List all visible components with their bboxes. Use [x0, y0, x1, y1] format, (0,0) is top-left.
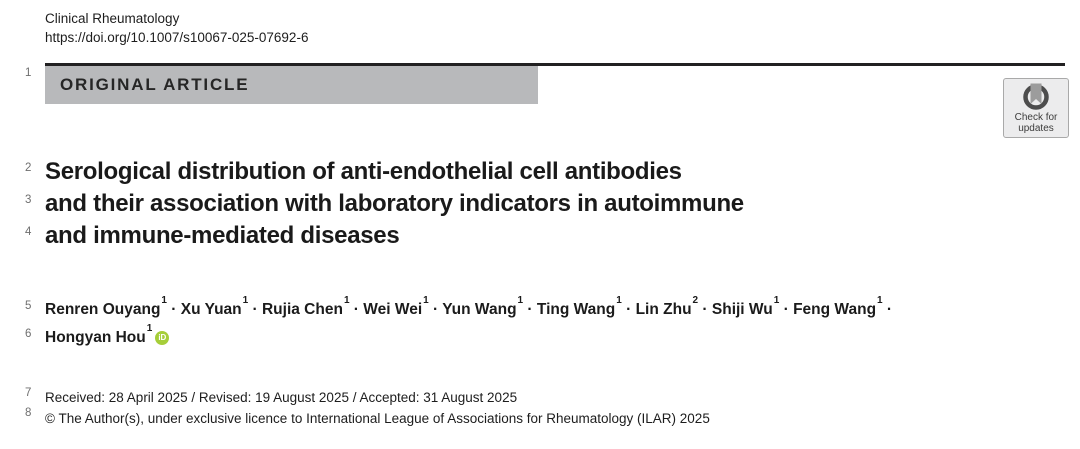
author: Hongyan Hou1	[45, 323, 153, 346]
author-affiliation-number: 1	[517, 295, 524, 307]
article-type-label: ORIGINAL ARTICLE	[60, 75, 250, 94]
author: Ting Wang1	[536, 295, 622, 318]
margin-line-number: 5	[25, 300, 32, 312]
crossmark-bookmark-icon	[1023, 83, 1049, 110]
crossmark-label: Check for updates	[1014, 112, 1058, 134]
authors-line-2: Hongyan Hou1iD	[45, 324, 1060, 352]
margin-line-number: 3	[25, 194, 32, 206]
journal-doi: https://doi.org/10.1007/s10067-025-07692…	[45, 30, 309, 45]
margin-line-number: 6	[25, 328, 32, 340]
journal-name: Clinical Rheumatology	[45, 11, 180, 26]
author: Renren Ouyang1	[45, 295, 167, 318]
author-affiliation-number: 1	[343, 295, 350, 307]
author: Yun Wang1	[442, 295, 524, 318]
article-type-banner: ORIGINAL ARTICLE	[45, 66, 538, 104]
article-meta: Received: 28 April 2025 / Revised: 19 Au…	[45, 388, 710, 429]
author: Shiji Wu1	[711, 295, 780, 318]
author-separator: ·	[779, 301, 794, 318]
author-separator: ·	[428, 301, 443, 318]
orcid-icon[interactable]: iD	[155, 331, 170, 345]
crossmark-label-line1: Check for	[1014, 112, 1058, 123]
author-separator: ·	[523, 301, 537, 318]
author-separator: ·	[621, 301, 636, 318]
authors-line-1: Renren Ouyang1 · Xu Yuan1 · Rujia Chen1 …	[45, 296, 1060, 324]
received-dates: Received: 28 April 2025 / Revised: 19 Au…	[45, 390, 518, 405]
crossmark-label-line2: updates	[1018, 122, 1054, 134]
title-line: Serological distribution of anti-endothe…	[45, 158, 682, 185]
author: Lin Zhu2	[635, 295, 699, 318]
article-type-rule	[45, 63, 1065, 66]
author: Xu Yuan1	[180, 295, 249, 318]
copyright-line: © The Author(s), under exclusive licence…	[45, 410, 710, 426]
author-affiliation-number: 1	[616, 295, 622, 307]
journal-header: Clinical Rheumatology https://doi.org/10…	[45, 9, 308, 47]
author-separator: ·	[698, 301, 712, 318]
title-line: and immune-mediated diseases	[45, 222, 400, 249]
author-affiliation-number: 1	[877, 295, 883, 307]
author-separator: ·	[248, 301, 262, 318]
author-affiliation-number: 1	[423, 295, 429, 307]
article-title: Serological distribution of anti-endothe…	[45, 156, 1035, 252]
crossmark-badge[interactable]: Check for updates	[1003, 78, 1069, 138]
author-affiliation-number: 1	[773, 295, 780, 307]
margin-line-number: 1	[25, 67, 32, 79]
margin-line-number: 2	[25, 162, 32, 174]
author-separator: ·	[349, 301, 364, 318]
author-affiliation-number: 1	[146, 323, 153, 335]
author: Wei Wei1	[363, 295, 429, 318]
margin-line-number: 8	[25, 407, 32, 419]
margin-line-number: 4	[25, 226, 32, 238]
author-affiliation-number: 2	[692, 295, 699, 307]
author: Feng Wang1	[793, 295, 883, 318]
author-affiliation-number: 1	[161, 295, 167, 307]
author-separator: ·	[166, 301, 181, 318]
author: Rujia Chen1	[261, 295, 350, 318]
margin-line-number: 7	[25, 387, 32, 399]
author-separator: ·	[882, 301, 893, 318]
title-line: and their association with laboratory in…	[45, 190, 744, 217]
author-affiliation-number: 1	[242, 295, 249, 307]
author-list: Renren Ouyang1 · Xu Yuan1 · Rujia Chen1 …	[45, 296, 1060, 352]
